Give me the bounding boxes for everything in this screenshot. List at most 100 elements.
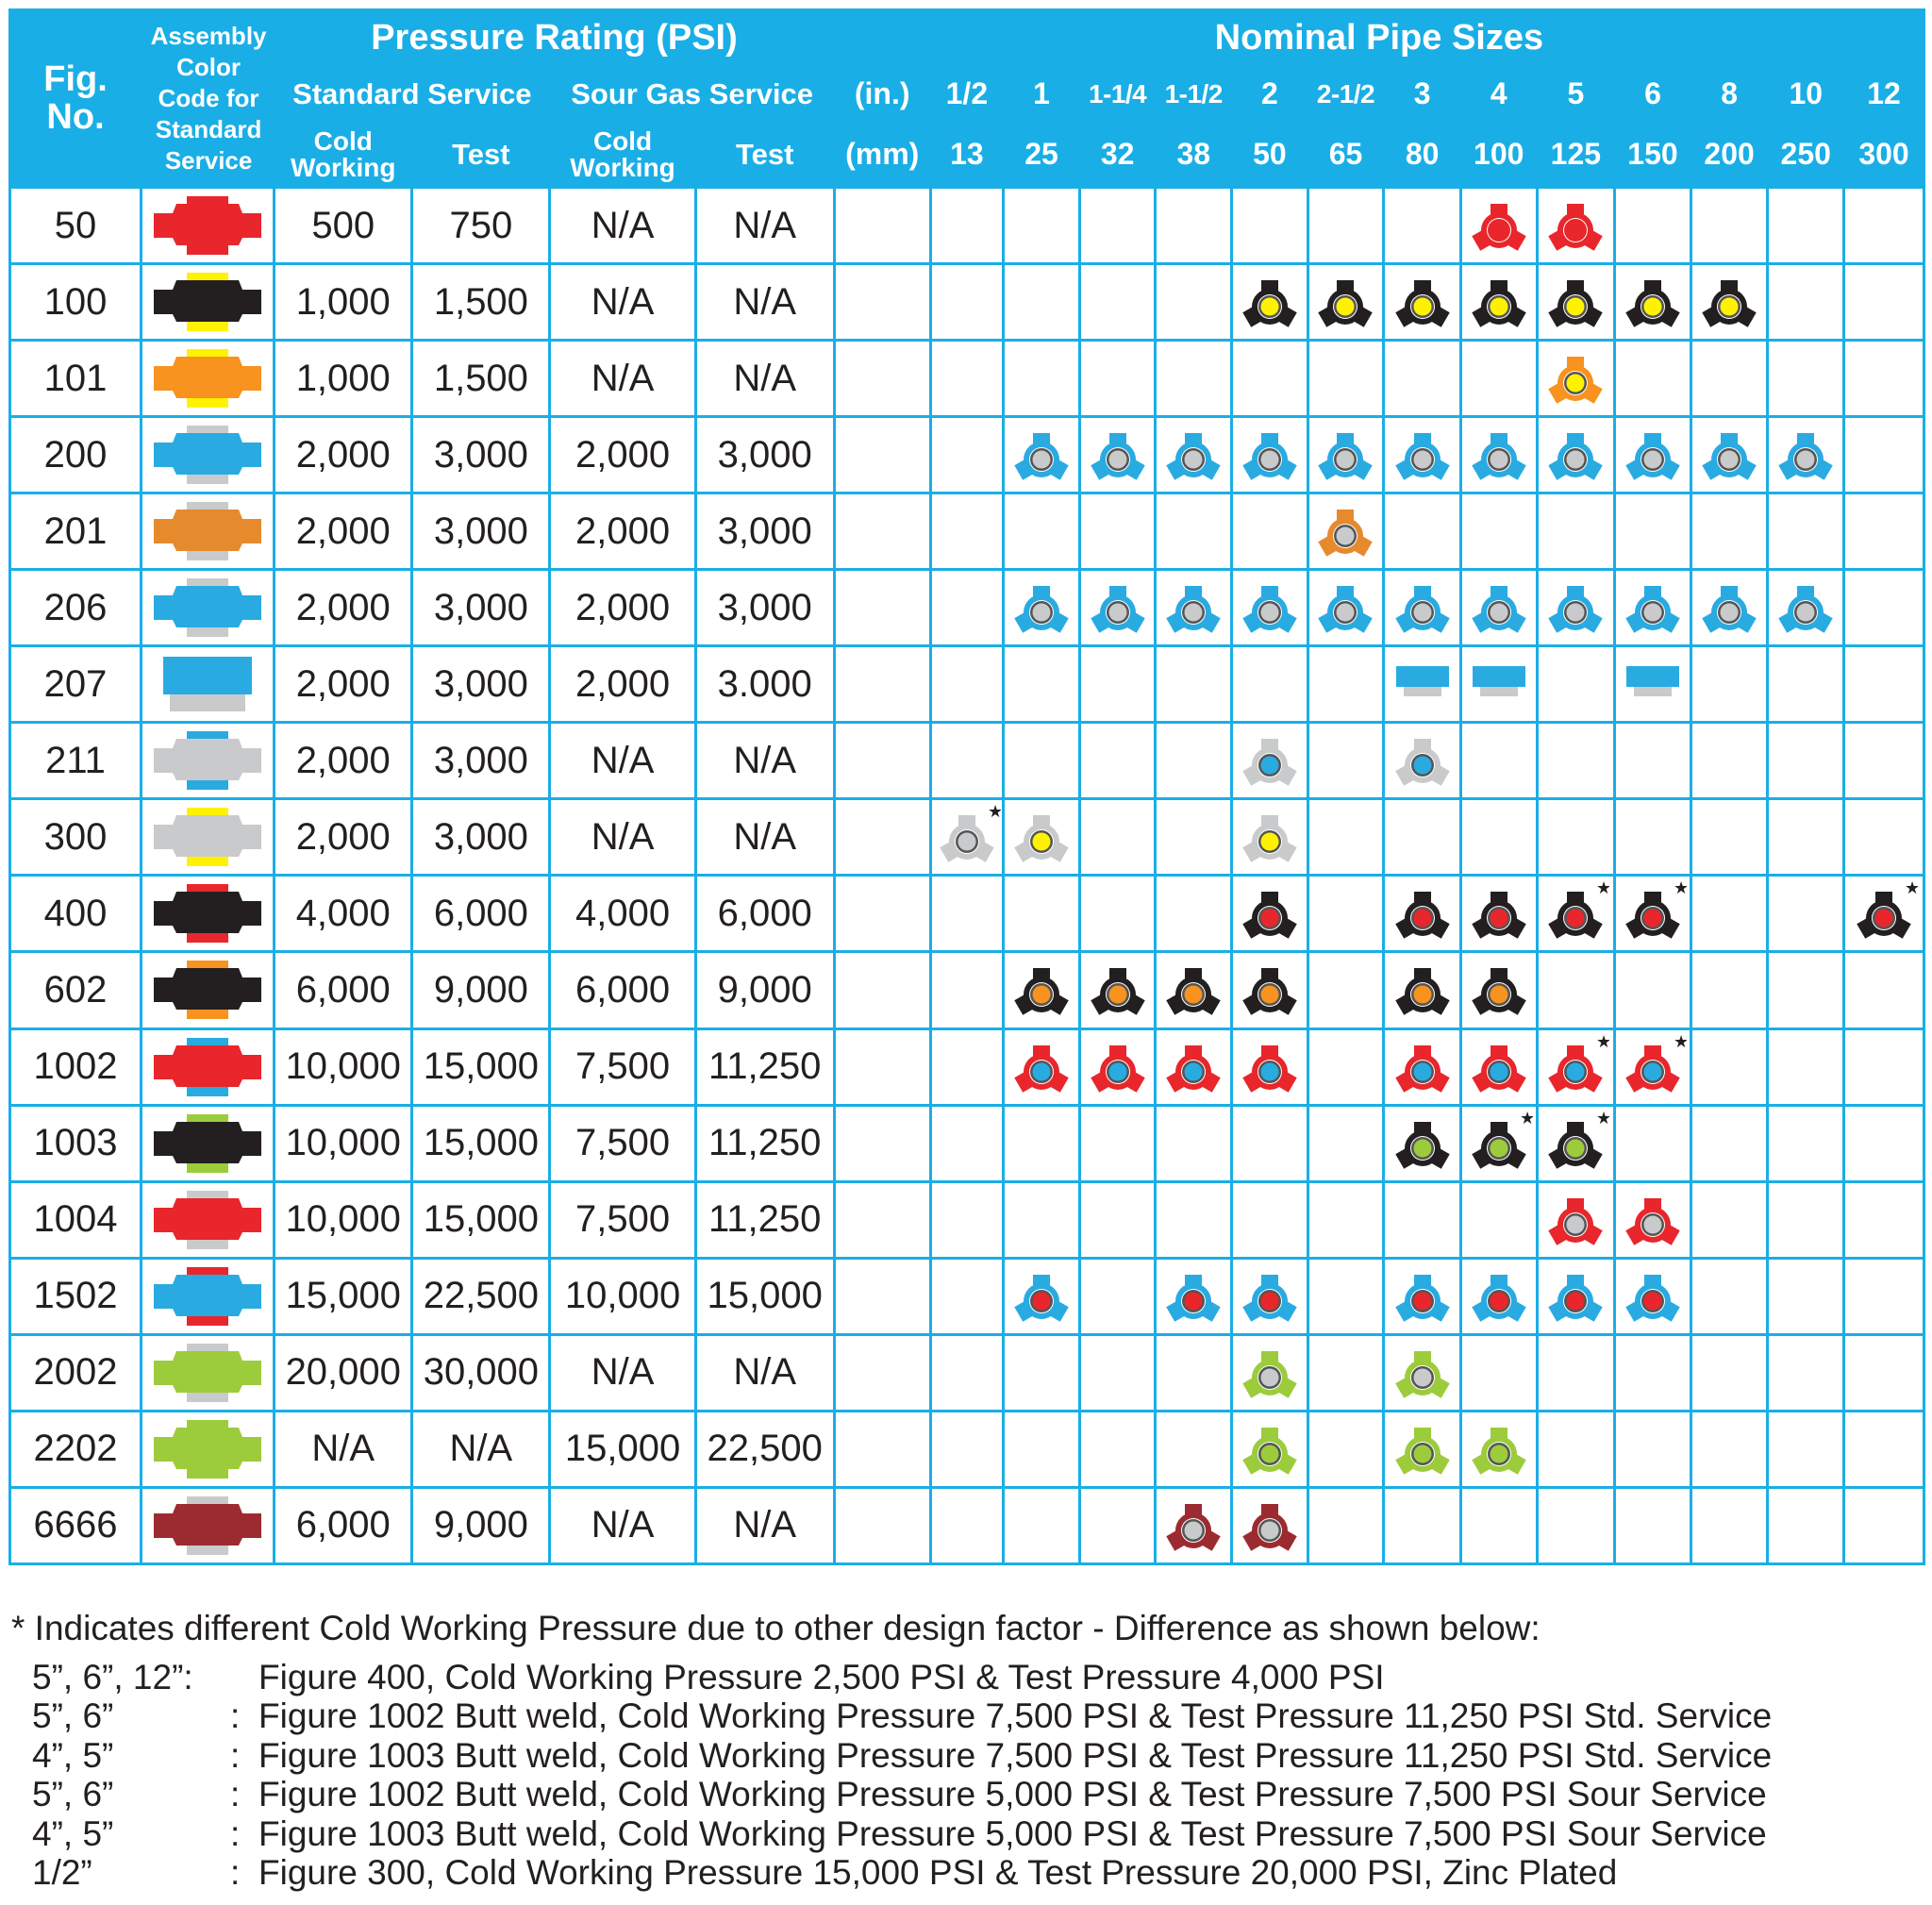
- std-cold-value: N/A: [273, 1409, 414, 1489]
- size-cell: [1535, 185, 1617, 266]
- sour-cold-value: 2,000: [548, 644, 697, 725]
- size-cell: [1689, 1103, 1770, 1183]
- size-cell: [1077, 1179, 1158, 1260]
- size-cell: [1002, 797, 1081, 877]
- std-test-value: 9,000: [410, 1485, 552, 1566]
- assembly-color-cell: [140, 1027, 276, 1107]
- hammer-union-icon: [1318, 433, 1374, 480]
- hammer-union-icon: [1395, 666, 1449, 697]
- assembly-swatch: [154, 273, 262, 332]
- size-cell: [928, 1332, 1006, 1412]
- unit-column-cell: [832, 1409, 932, 1489]
- hammer-union-icon: [1014, 1044, 1069, 1093]
- size-cell: [1842, 1485, 1925, 1566]
- size-cell: [1002, 185, 1081, 266]
- hammer-union-icon: [1471, 280, 1526, 327]
- std-test-value: 750: [410, 185, 552, 266]
- assembly-swatch: [154, 1190, 262, 1249]
- footnote-sizes: 5”, 6”, 12”:: [32, 1657, 193, 1696]
- size-cell: [1154, 797, 1234, 877]
- hammer-union-icon: [1242, 1350, 1297, 1398]
- size-cell: [1613, 721, 1692, 801]
- size-cell: [1458, 1485, 1539, 1566]
- size-cell: [1077, 339, 1158, 419]
- hammer-union-icon: [1394, 433, 1450, 480]
- sour-test-value: 3.000: [693, 644, 836, 725]
- fig-number: 211: [8, 721, 143, 801]
- size-cell: [1077, 185, 1158, 266]
- assembly-swatch: [154, 884, 262, 944]
- footnote-colon: :: [230, 1813, 241, 1853]
- hammer-union-icon: [1242, 1274, 1297, 1322]
- assembly-swatch: [154, 1343, 262, 1402]
- table-row: 211 2,000 3,000 N/A N/A: [8, 721, 1925, 801]
- footnote-colon: :: [230, 1775, 241, 1813]
- size-in-2: 2: [1230, 65, 1309, 123]
- size-cell: [1382, 415, 1462, 495]
- sour-cold-value: N/A: [548, 185, 697, 266]
- size-cell: [1458, 1409, 1539, 1489]
- footnote-colon: :: [230, 1853, 241, 1892]
- svg-text:★: ★: [1905, 880, 1918, 898]
- size-cell: [1154, 1256, 1234, 1336]
- hammer-union-icon: [1548, 1274, 1604, 1322]
- size-cell: [1382, 1179, 1462, 1260]
- size-cell: [1230, 1027, 1309, 1107]
- size-cell: [1230, 262, 1309, 343]
- size-cell: [1002, 1256, 1081, 1336]
- fig-number: 206: [8, 568, 143, 648]
- sour-cold-value: N/A: [548, 1332, 697, 1412]
- footnote-colon: :: [230, 1696, 241, 1735]
- fig-number: 100: [8, 262, 143, 343]
- size-cell: [1382, 1332, 1462, 1412]
- size-cell: [1230, 797, 1309, 877]
- std-test-value: 30,000: [410, 1332, 552, 1412]
- size-cell: [1154, 339, 1234, 419]
- size-cell: [1458, 874, 1539, 954]
- size-mm-100: 100: [1458, 120, 1539, 189]
- unit-column-cell: [832, 721, 932, 801]
- size-cell: [1766, 1103, 1846, 1183]
- size-cell: [1306, 1332, 1386, 1412]
- sour-cold-value: 7,500: [548, 1103, 697, 1183]
- table-row: 100 1,000 1,500 N/A N/A: [8, 262, 1925, 343]
- size-cell: [1306, 492, 1386, 572]
- hammer-union-icon: [1166, 433, 1221, 480]
- hammer-union-icon: [1242, 1044, 1297, 1093]
- size-cell: [1077, 1485, 1158, 1566]
- assembly-swatch: [154, 1419, 262, 1479]
- fig-number: 50: [8, 185, 143, 266]
- size-cell: [1382, 1409, 1462, 1489]
- unit-column-cell: [832, 1027, 932, 1107]
- table-row: 1004 10,000 15,000 7,500 11,250: [8, 1179, 1925, 1260]
- sour-test-value: 3,000: [693, 415, 836, 495]
- sour-cold-value: 7,500: [548, 1179, 697, 1260]
- sour-test-value: 11,250: [693, 1103, 836, 1183]
- size-cell: [928, 1256, 1006, 1336]
- size-in-1-1-4: 1-1/4: [1077, 65, 1158, 123]
- assembly-color-cell: [140, 262, 276, 343]
- size-cell: [1458, 492, 1539, 572]
- size-cell: [1002, 950, 1081, 1030]
- hammer-union-icon: [1242, 815, 1297, 863]
- size-cell: [1382, 644, 1462, 725]
- fig-number: 400: [8, 874, 143, 954]
- footnote-text: Figure 300, Cold Working Pressure 15,000…: [258, 1853, 1618, 1892]
- footnote-item: 5”, 6”, 12”: Figure 400, Cold Working Pre…: [11, 1658, 1917, 1697]
- hammer-union-icon: [1014, 586, 1069, 634]
- svg-text:★: ★: [1596, 1111, 1609, 1128]
- size-cell: [1077, 644, 1158, 725]
- size-cell: [1306, 1485, 1386, 1566]
- svg-text:★: ★: [1674, 1034, 1687, 1052]
- std-cold-value: 6,000: [273, 950, 414, 1030]
- assembly-color-cell: [140, 950, 276, 1030]
- assembly-swatch: [154, 961, 262, 1020]
- hammer-union-icon: [1548, 280, 1604, 327]
- size-cell: [1842, 797, 1925, 877]
- size-in-2-1-2: 2-1/2: [1306, 65, 1386, 123]
- size-cell: [928, 721, 1006, 801]
- hammer-union-icon: [1090, 968, 1145, 1016]
- std-cold-value: 1,000: [273, 339, 414, 419]
- fig-number: 2202: [8, 1409, 143, 1489]
- size-cell: ★: [1535, 874, 1617, 954]
